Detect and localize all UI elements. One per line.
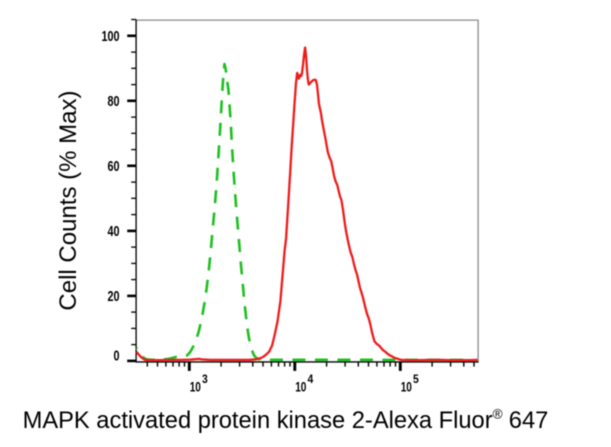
svg-text:Cell Counts (% Max): Cell Counts (% Max) (55, 91, 82, 311)
svg-text:40: 40 (107, 222, 119, 239)
svg-text:10: 10 (190, 379, 201, 395)
svg-text:60: 60 (107, 157, 119, 174)
svg-text:100: 100 (101, 27, 119, 44)
svg-text:3: 3 (202, 373, 208, 386)
svg-text:5: 5 (413, 373, 419, 386)
svg-text:80: 80 (107, 92, 119, 109)
svg-text:MAPK activated protein kinase: MAPK activated protein kinase 2-Alexa Fl… (23, 407, 503, 434)
svg-text:0: 0 (113, 347, 119, 364)
svg-text:20: 20 (107, 287, 119, 304)
svg-text:10: 10 (401, 379, 412, 395)
svg-text:10: 10 (295, 379, 306, 395)
svg-text:647: 647 (509, 408, 549, 434)
svg-text:4: 4 (308, 373, 315, 386)
